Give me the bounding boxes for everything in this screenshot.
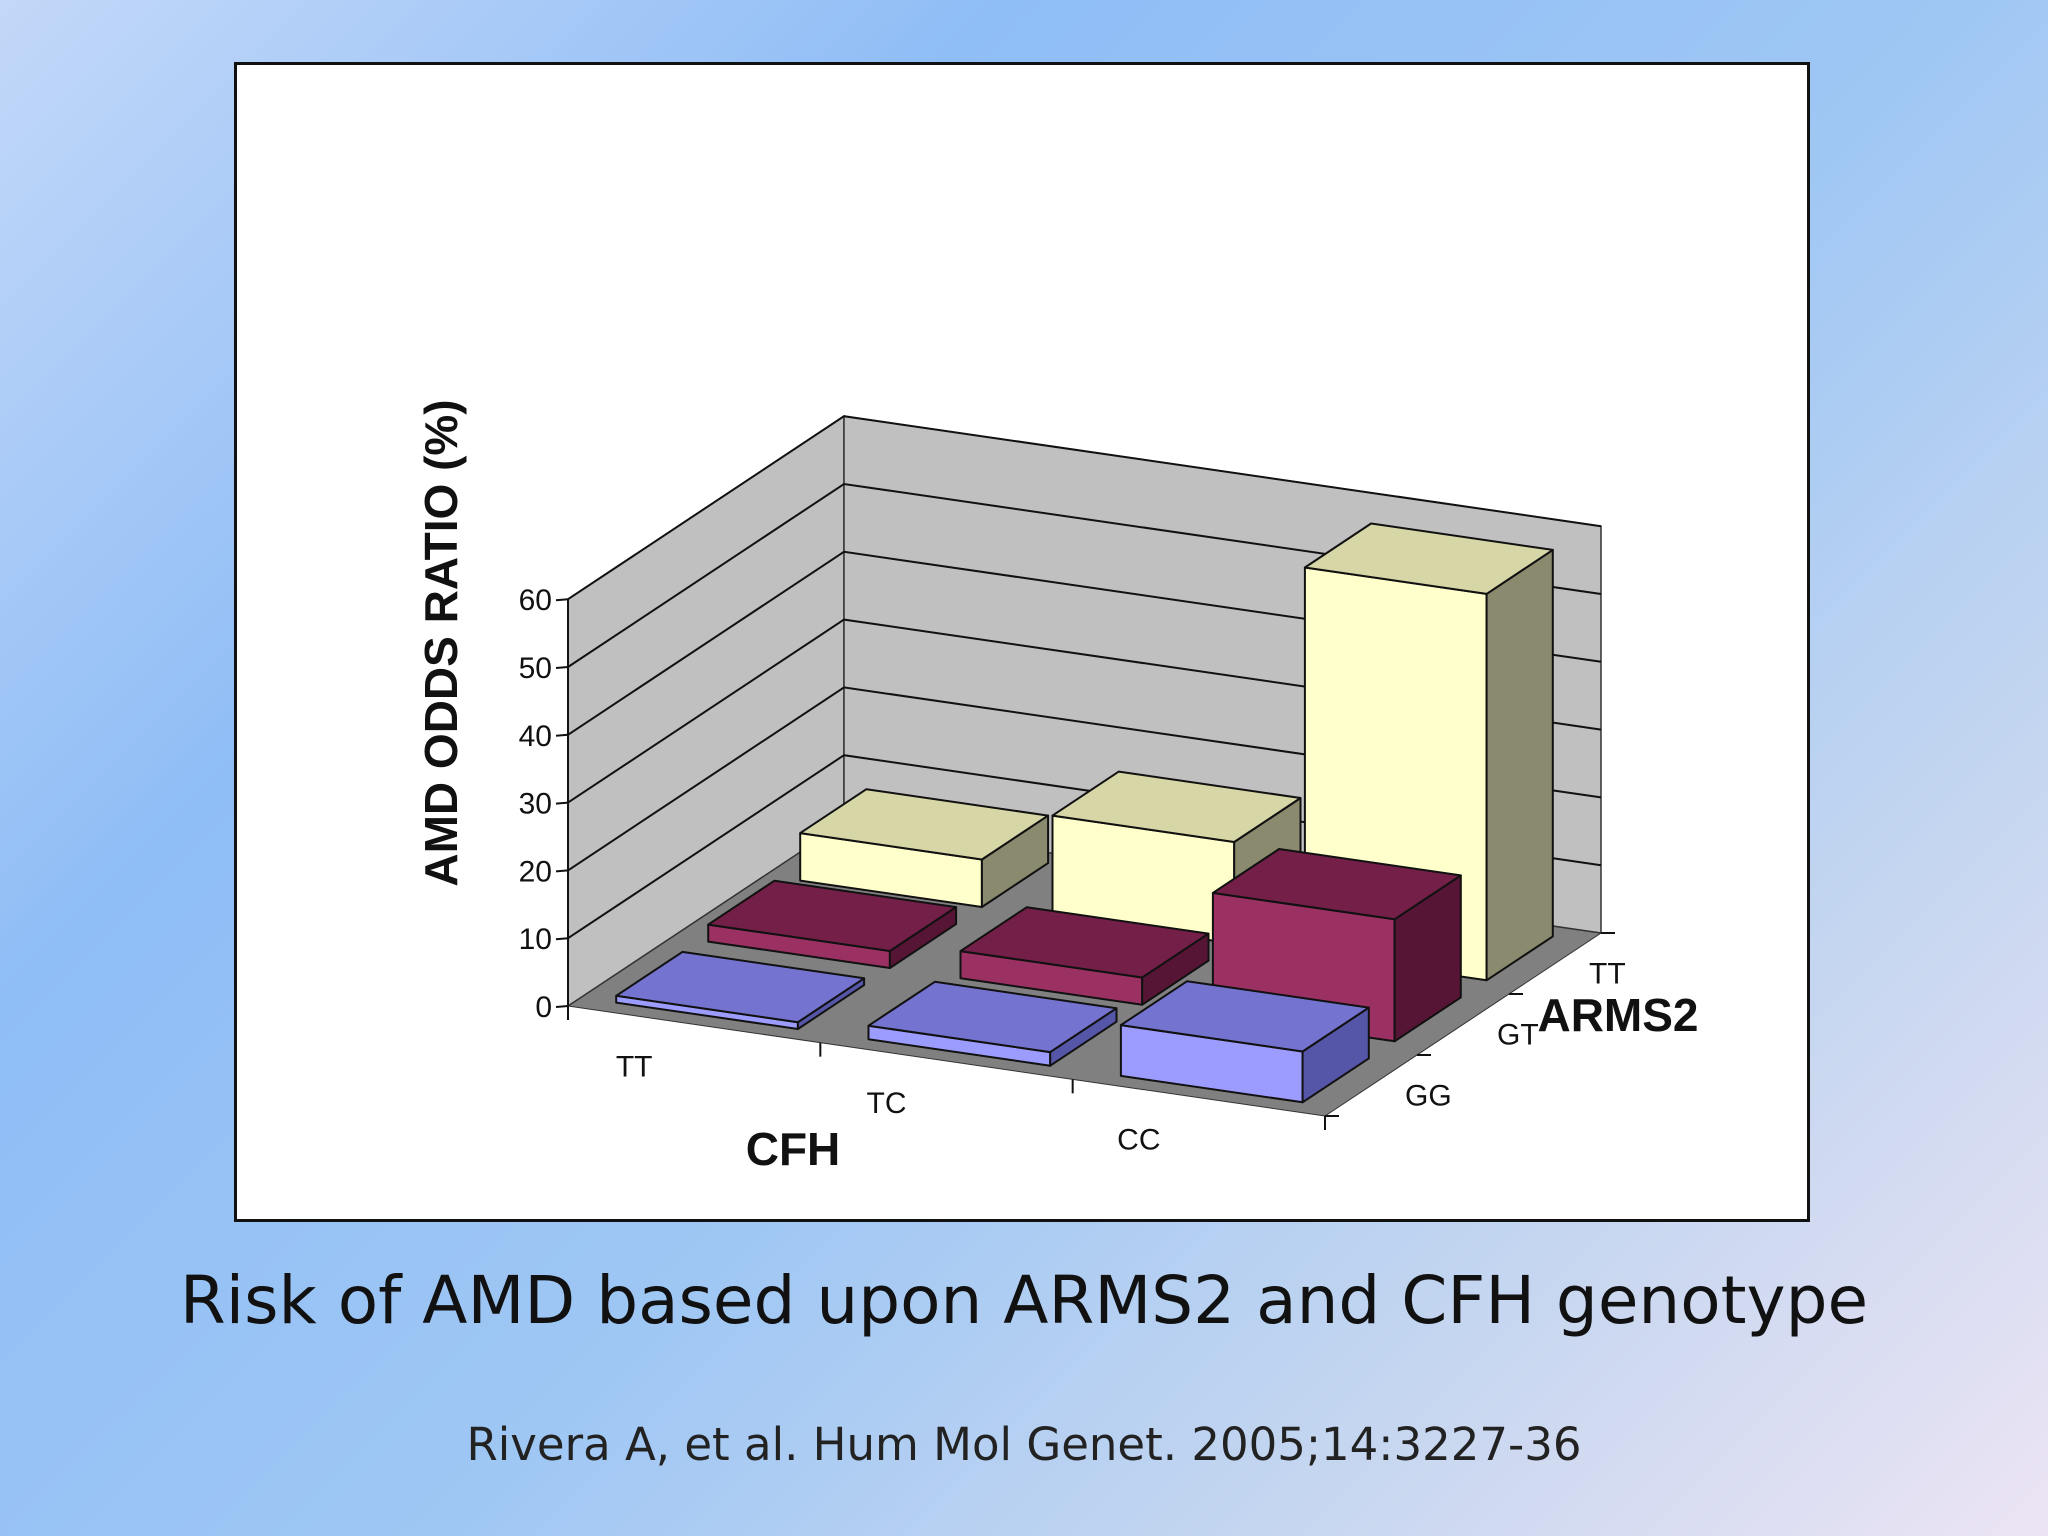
y-tick-label: 30 (519, 788, 552, 821)
chart-frame: 0 10 20 30 40 50 60 TT TC CC GG GT TT AMD ODDS RATIO… (234, 62, 1810, 1222)
chart-axes (555, 598, 1615, 1130)
bar-GG-CC (1119, 980, 1370, 1104)
bar-top-face (1303, 522, 1554, 595)
citation: Rivera A, et al. Hum Mol Genet. 2005;14:… (466, 1418, 1582, 1471)
bar-top-face (1119, 980, 1370, 1053)
bar-GT-CC (1211, 848, 1462, 1043)
depth-tick-label: GT (1497, 1019, 1539, 1052)
y-tick-mark (555, 937, 569, 941)
bar-GG-TT (615, 950, 866, 1030)
bar-GG-TC (867, 980, 1118, 1067)
bar-GT-TC (959, 906, 1210, 1006)
bar-top-face (615, 950, 866, 1024)
bar-side-face (1485, 548, 1554, 982)
depth-axis-title: ARMS2 (1537, 989, 1698, 1041)
bar-top-face (1051, 770, 1302, 843)
bar-top-face (867, 980, 1118, 1054)
y-tick-mark (555, 598, 569, 602)
depth-tick-label: TT (1589, 958, 1626, 991)
y-tick-label: 10 (519, 923, 552, 956)
y-tick-label: 40 (519, 720, 552, 753)
bar-TT-TT (799, 788, 1050, 908)
bar-top-face (1211, 848, 1462, 921)
x-tick-label: TT (616, 1050, 653, 1083)
x-tick-label: TC (867, 1087, 907, 1120)
chart-svg: 0 10 20 30 40 50 60 TT TC CC GG GT TT AMD ODDS RATIO… (415, 399, 1699, 1175)
y-tick-label: 0 (535, 991, 552, 1024)
bar-top-face (799, 788, 1050, 861)
y-axis-title: AMD ODDS RATIO (%) (415, 399, 467, 886)
gridline (567, 415, 1602, 601)
y-tick-mark (555, 666, 569, 669)
y-tick-label: 60 (519, 584, 552, 617)
bar-GT-TT (707, 879, 958, 969)
y-tick-label: 20 (519, 855, 552, 888)
bar-top-face (707, 879, 958, 952)
y-tick-mark (555, 733, 569, 737)
bar-top-face (959, 906, 1210, 979)
x-axis-title: CFH (746, 1123, 841, 1175)
y-tick-mark (555, 801, 569, 805)
y-tick-mark (555, 869, 569, 873)
slide-title: Risk of AMD based upon ARMS2 and CFH gen… (179, 1262, 1869, 1339)
chart-labels: 0 10 20 30 40 50 60 TT TC CC GG GT TT (519, 584, 1626, 1156)
y-tick-mark (555, 1005, 569, 1008)
depth-tick-label: GG (1405, 1080, 1452, 1113)
x-tick-label: CC (1117, 1124, 1160, 1157)
y-tick-label: 50 (519, 652, 552, 685)
chart-bars (615, 522, 1554, 1104)
